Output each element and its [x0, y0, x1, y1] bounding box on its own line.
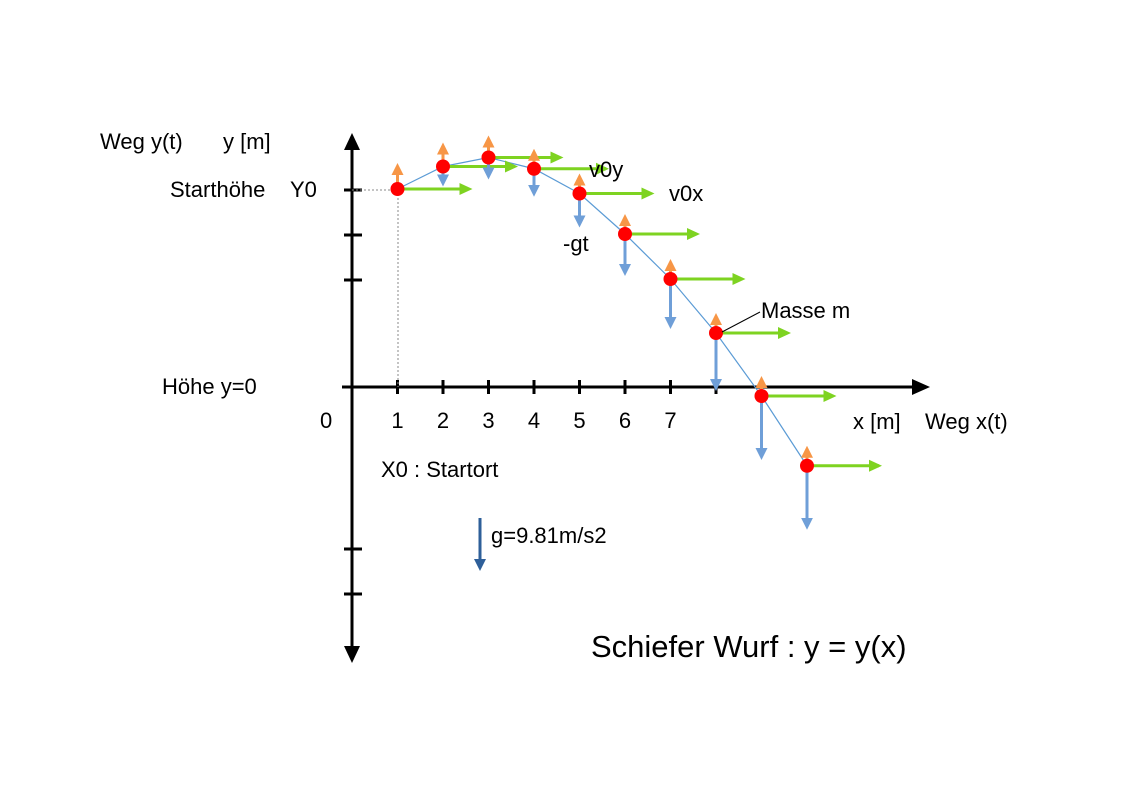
x-axis-title: Weg x(t) [925, 409, 1008, 434]
mass-point [709, 326, 723, 340]
mass-point [618, 227, 632, 241]
x-tick-label: 5 [573, 408, 585, 433]
y-axis-arrow-bottom [344, 646, 360, 663]
axes [342, 133, 930, 663]
mass-point [527, 161, 541, 176]
gt-label: -gt [563, 231, 589, 256]
x-tick-label: 1 [391, 408, 403, 433]
trajectory-layer [397, 156, 808, 467]
mass-label: Masse m [761, 298, 850, 323]
x-axis-ticks: 1 2 3 4 5 6 7 [391, 380, 718, 433]
origin-label: 0 [320, 408, 332, 433]
mass-point [572, 186, 587, 201]
height-zero-label: Höhe y=0 [162, 374, 257, 399]
mass-point [390, 182, 405, 196]
y-axis-title: Weg y(t) [100, 129, 183, 154]
diagram-title: Schiefer Wurf : y = y(x) [591, 629, 907, 664]
mass-point [663, 272, 678, 286]
y-axis-arrow-top [344, 133, 360, 150]
x-tick-label: 7 [664, 408, 676, 433]
y-axis-unit: y [m] [223, 129, 271, 154]
trajectory-curve [397, 156, 808, 467]
mass-point [436, 159, 450, 174]
start-height-label: Starthöhe [170, 177, 265, 202]
x-tick-label: 3 [482, 408, 494, 433]
x-tick-label: 2 [437, 408, 449, 433]
v0x-label: v0x [669, 181, 703, 206]
gravity-label: g=9.81m/s2 [491, 523, 607, 548]
mass-leader-line [721, 311, 761, 333]
velocity-vectors [391, 135, 882, 530]
mass-points [390, 150, 814, 473]
labels: Weg y(t) y [m] Starthöhe Y0 Höhe y=0 0 x… [100, 129, 1008, 664]
x-axis-unit: x [m] [853, 409, 901, 434]
y0-label: Y0 [290, 177, 317, 202]
start-place-label: X0 : Startort [381, 457, 498, 482]
mass-point [754, 389, 769, 403]
x-axis-arrow [912, 379, 930, 395]
v0y-label: v0y [589, 157, 623, 182]
x-tick-label: 6 [619, 408, 631, 433]
mass-point [481, 150, 496, 165]
mass-point [800, 458, 814, 473]
x-tick-label: 4 [528, 408, 540, 433]
